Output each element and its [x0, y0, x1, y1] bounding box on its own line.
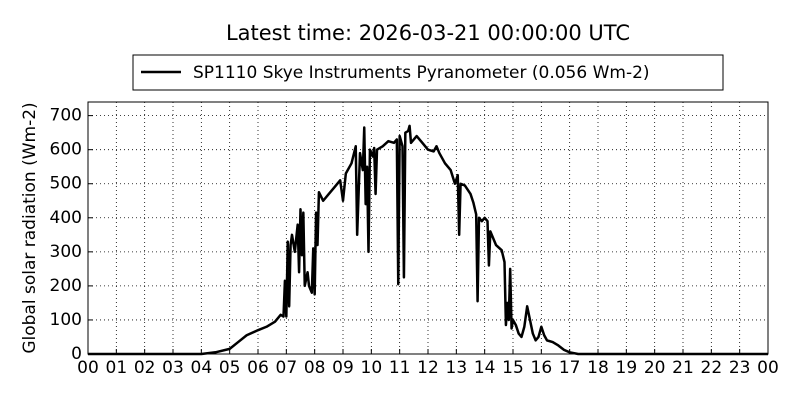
x-tick-label: 00 — [757, 358, 779, 378]
x-tick-label: 15 — [502, 358, 524, 378]
x-tick-label: 14 — [474, 358, 496, 378]
x-tick-label: 01 — [106, 358, 128, 378]
x-tick-label: 02 — [134, 358, 156, 378]
x-tick-label: 12 — [417, 358, 439, 378]
plot-frame — [87, 101, 769, 355]
y-tick-label: 400 — [50, 208, 82, 228]
y-tick-label: 500 — [50, 174, 82, 194]
x-tick-label: 16 — [531, 358, 553, 378]
y-tick-label: 0 — [71, 344, 82, 364]
x-tick-label: 05 — [219, 358, 241, 378]
legend-box — [132, 54, 724, 91]
x-tick-label: 10 — [361, 358, 383, 378]
x-tick-label: 11 — [389, 358, 411, 378]
x-tick-label: 07 — [276, 358, 298, 378]
x-tick-label: 13 — [446, 358, 468, 378]
data-line — [88, 124, 768, 356]
y-tick-label: 200 — [50, 276, 82, 296]
x-tick-label: 06 — [247, 358, 269, 378]
x-tick-label: 21 — [672, 358, 694, 378]
y-tick-label: 600 — [50, 140, 82, 160]
x-tick-label: 22 — [701, 358, 723, 378]
x-tick-label: 20 — [644, 358, 666, 378]
chart-title: Latest time: 2026-03-21 00:00:00 UTC — [226, 21, 630, 45]
x-tick-label: 03 — [162, 358, 184, 378]
y-tick-label: 700 — [50, 106, 82, 126]
x-tick-label: 18 — [587, 358, 609, 378]
y-axis-label: Global solar radiation (Wm-2) — [20, 102, 40, 353]
x-tick-label: 04 — [191, 358, 213, 378]
x-tick-label: 00 — [77, 358, 99, 378]
x-tick-label: 19 — [616, 358, 638, 378]
y-tick-label: 100 — [50, 310, 82, 330]
y-tick-label: 300 — [50, 242, 82, 262]
x-tick-label: 17 — [559, 358, 581, 378]
x-tick-label: 23 — [729, 358, 751, 378]
x-tick-label: 08 — [304, 358, 326, 378]
x-tick-label: 09 — [332, 358, 354, 378]
legend-label: SP1110 Skye Instruments Pyranometer (0.0… — [193, 63, 650, 83]
